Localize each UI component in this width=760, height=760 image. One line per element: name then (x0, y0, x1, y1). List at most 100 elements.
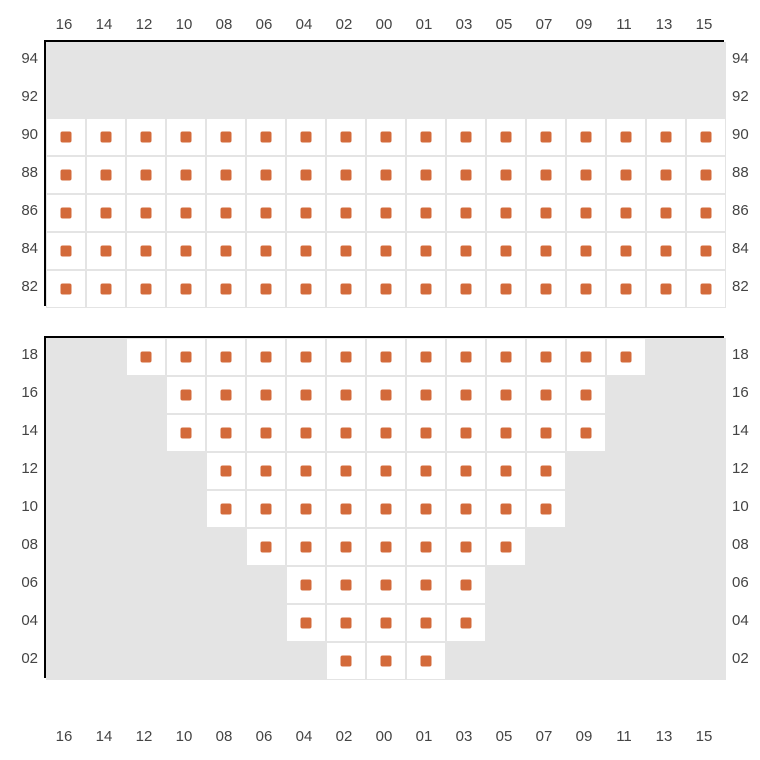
seat-cell[interactable] (46, 156, 86, 194)
seat-cell[interactable] (326, 118, 366, 156)
seat-cell[interactable] (246, 490, 286, 528)
seat-cell[interactable] (446, 270, 486, 308)
seat-cell[interactable] (206, 452, 246, 490)
seat-cell[interactable] (166, 376, 206, 414)
seat-cell[interactable] (286, 566, 326, 604)
seat-cell[interactable] (206, 490, 246, 528)
seat-cell[interactable] (406, 376, 446, 414)
seat-cell[interactable] (406, 490, 446, 528)
seat-cell[interactable] (646, 194, 686, 232)
seat-cell[interactable] (166, 270, 206, 308)
seat-cell[interactable] (326, 604, 366, 642)
seat-cell[interactable] (446, 194, 486, 232)
seat-cell[interactable] (526, 232, 566, 270)
seat-cell[interactable] (246, 452, 286, 490)
seat-cell[interactable] (366, 566, 406, 604)
seat-cell[interactable] (486, 232, 526, 270)
seat-cell[interactable] (246, 270, 286, 308)
seat-cell[interactable] (366, 490, 406, 528)
seat-cell[interactable] (406, 528, 446, 566)
seat-cell[interactable] (286, 452, 326, 490)
seat-cell[interactable] (406, 270, 446, 308)
seat-cell[interactable] (526, 490, 566, 528)
seat-cell[interactable] (366, 528, 406, 566)
seat-cell[interactable] (486, 452, 526, 490)
seat-cell[interactable] (206, 376, 246, 414)
seat-cell[interactable] (526, 414, 566, 452)
seat-cell[interactable] (286, 414, 326, 452)
seat-cell[interactable] (246, 414, 286, 452)
seat-cell[interactable] (366, 338, 406, 376)
seat-cell[interactable] (446, 528, 486, 566)
seat-cell[interactable] (126, 270, 166, 308)
seat-cell[interactable] (686, 194, 726, 232)
seat-cell[interactable] (286, 376, 326, 414)
seat-cell[interactable] (406, 452, 446, 490)
seat-cell[interactable] (166, 156, 206, 194)
seat-cell[interactable] (446, 118, 486, 156)
seat-cell[interactable] (166, 118, 206, 156)
seat-cell[interactable] (246, 156, 286, 194)
seat-cell[interactable] (366, 270, 406, 308)
seat-cell[interactable] (446, 452, 486, 490)
seat-cell[interactable] (206, 270, 246, 308)
seat-cell[interactable] (206, 156, 246, 194)
seat-cell[interactable] (566, 118, 606, 156)
seat-cell[interactable] (366, 194, 406, 232)
seat-cell[interactable] (326, 156, 366, 194)
seat-cell[interactable] (286, 194, 326, 232)
seat-cell[interactable] (286, 604, 326, 642)
seat-cell[interactable] (326, 270, 366, 308)
seat-cell[interactable] (566, 270, 606, 308)
seat-cell[interactable] (486, 118, 526, 156)
seat-cell[interactable] (446, 338, 486, 376)
seat-cell[interactable] (406, 156, 446, 194)
seat-cell[interactable] (686, 232, 726, 270)
seat-cell[interactable] (86, 156, 126, 194)
seat-cell[interactable] (286, 118, 326, 156)
seat-cell[interactable] (126, 118, 166, 156)
seat-cell[interactable] (126, 232, 166, 270)
seat-cell[interactable] (286, 232, 326, 270)
seat-cell[interactable] (486, 194, 526, 232)
seat-cell[interactable] (86, 270, 126, 308)
seat-cell[interactable] (446, 156, 486, 194)
seat-cell[interactable] (646, 270, 686, 308)
seat-cell[interactable] (46, 270, 86, 308)
seat-cell[interactable] (686, 156, 726, 194)
seat-cell[interactable] (326, 452, 366, 490)
seat-cell[interactable] (46, 232, 86, 270)
seat-cell[interactable] (606, 118, 646, 156)
seat-cell[interactable] (86, 232, 126, 270)
seat-cell[interactable] (446, 232, 486, 270)
seat-cell[interactable] (566, 156, 606, 194)
seat-cell[interactable] (486, 490, 526, 528)
seat-cell[interactable] (526, 452, 566, 490)
seat-cell[interactable] (406, 604, 446, 642)
seat-cell[interactable] (166, 232, 206, 270)
seat-cell[interactable] (606, 194, 646, 232)
seat-cell[interactable] (206, 232, 246, 270)
seat-cell[interactable] (166, 194, 206, 232)
seat-cell[interactable] (406, 414, 446, 452)
seat-cell[interactable] (446, 604, 486, 642)
seat-cell[interactable] (326, 232, 366, 270)
seat-cell[interactable] (446, 490, 486, 528)
seat-cell[interactable] (526, 194, 566, 232)
seat-cell[interactable] (406, 194, 446, 232)
seat-cell[interactable] (246, 194, 286, 232)
seat-cell[interactable] (566, 376, 606, 414)
seat-cell[interactable] (326, 376, 366, 414)
seat-cell[interactable] (566, 194, 606, 232)
seat-cell[interactable] (46, 118, 86, 156)
seat-cell[interactable] (566, 232, 606, 270)
seat-cell[interactable] (326, 490, 366, 528)
seat-cell[interactable] (326, 338, 366, 376)
seat-cell[interactable] (206, 338, 246, 376)
seat-cell[interactable] (486, 156, 526, 194)
seat-cell[interactable] (126, 194, 166, 232)
seat-cell[interactable] (286, 270, 326, 308)
seat-cell[interactable] (286, 490, 326, 528)
seat-cell[interactable] (206, 414, 246, 452)
seat-cell[interactable] (686, 118, 726, 156)
